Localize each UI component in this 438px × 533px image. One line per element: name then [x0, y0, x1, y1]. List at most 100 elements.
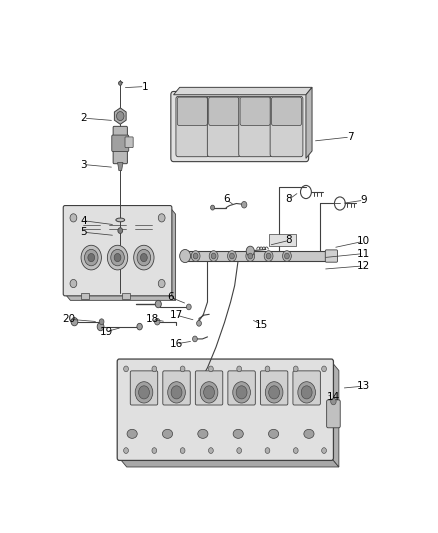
FancyBboxPatch shape — [293, 371, 320, 405]
Circle shape — [191, 251, 200, 261]
Circle shape — [124, 366, 128, 372]
Circle shape — [134, 245, 154, 270]
Text: 14: 14 — [326, 392, 340, 402]
FancyBboxPatch shape — [272, 97, 301, 125]
Text: 16: 16 — [170, 339, 183, 349]
Ellipse shape — [127, 429, 137, 438]
Circle shape — [119, 81, 122, 85]
Text: 17: 17 — [170, 310, 183, 320]
Ellipse shape — [304, 429, 314, 438]
FancyBboxPatch shape — [113, 126, 127, 164]
Circle shape — [293, 366, 298, 372]
FancyBboxPatch shape — [130, 371, 158, 405]
Polygon shape — [114, 108, 126, 124]
FancyBboxPatch shape — [63, 206, 172, 296]
Circle shape — [237, 366, 242, 372]
Polygon shape — [173, 87, 312, 95]
Polygon shape — [306, 87, 312, 158]
Circle shape — [233, 382, 251, 403]
Circle shape — [137, 249, 151, 266]
Circle shape — [301, 386, 312, 399]
FancyBboxPatch shape — [240, 97, 270, 125]
Text: 10: 10 — [357, 236, 370, 246]
Polygon shape — [65, 294, 176, 301]
Circle shape — [230, 253, 234, 259]
Circle shape — [237, 448, 242, 454]
Circle shape — [248, 253, 253, 259]
Circle shape — [211, 253, 216, 259]
FancyBboxPatch shape — [176, 96, 208, 157]
Ellipse shape — [162, 429, 173, 438]
Circle shape — [114, 254, 121, 262]
Text: 15: 15 — [255, 320, 268, 329]
Circle shape — [211, 205, 215, 210]
Text: 8: 8 — [286, 236, 292, 245]
FancyBboxPatch shape — [325, 250, 338, 262]
Circle shape — [180, 249, 191, 263]
Circle shape — [85, 249, 98, 266]
Circle shape — [321, 448, 326, 454]
Text: 6: 6 — [167, 292, 173, 302]
FancyBboxPatch shape — [261, 371, 288, 405]
Circle shape — [193, 336, 197, 342]
Circle shape — [124, 448, 128, 454]
Circle shape — [197, 320, 201, 326]
Circle shape — [264, 251, 273, 261]
Ellipse shape — [268, 429, 279, 438]
FancyBboxPatch shape — [171, 92, 309, 161]
Polygon shape — [332, 361, 339, 467]
Text: 2: 2 — [80, 113, 87, 123]
Circle shape — [107, 245, 128, 270]
FancyBboxPatch shape — [239, 96, 272, 157]
Circle shape — [88, 254, 95, 262]
Text: 5: 5 — [80, 227, 87, 237]
FancyBboxPatch shape — [163, 371, 190, 405]
Circle shape — [135, 382, 153, 403]
Circle shape — [200, 382, 218, 403]
Circle shape — [246, 251, 254, 261]
Text: 3: 3 — [80, 159, 87, 169]
Circle shape — [137, 324, 142, 330]
FancyBboxPatch shape — [327, 400, 340, 428]
Circle shape — [168, 382, 185, 403]
FancyBboxPatch shape — [208, 97, 239, 125]
Circle shape — [298, 382, 315, 403]
Circle shape — [99, 319, 104, 325]
Ellipse shape — [233, 429, 244, 438]
Bar — [268, 235, 296, 246]
Circle shape — [152, 366, 157, 372]
Circle shape — [268, 386, 279, 399]
Text: 4: 4 — [80, 216, 87, 226]
Polygon shape — [170, 207, 176, 301]
Circle shape — [155, 301, 161, 308]
FancyBboxPatch shape — [270, 96, 303, 157]
Circle shape — [71, 318, 78, 326]
Polygon shape — [119, 458, 339, 467]
Circle shape — [180, 448, 185, 454]
Circle shape — [241, 201, 247, 208]
Circle shape — [236, 386, 247, 399]
Bar — [81, 293, 89, 298]
Circle shape — [208, 448, 213, 454]
Text: 19: 19 — [100, 327, 113, 336]
FancyBboxPatch shape — [228, 371, 255, 405]
Circle shape — [193, 253, 198, 259]
Circle shape — [321, 366, 326, 372]
Text: 13: 13 — [357, 381, 370, 391]
Circle shape — [204, 386, 215, 399]
Circle shape — [138, 386, 149, 399]
Circle shape — [227, 251, 237, 261]
Circle shape — [155, 318, 160, 325]
Circle shape — [331, 398, 336, 405]
FancyBboxPatch shape — [112, 135, 129, 151]
Text: 20: 20 — [63, 314, 76, 324]
Circle shape — [283, 251, 291, 261]
Circle shape — [117, 111, 124, 120]
FancyBboxPatch shape — [207, 96, 240, 157]
Circle shape — [285, 253, 290, 259]
Text: 1: 1 — [141, 82, 148, 92]
Ellipse shape — [198, 429, 208, 438]
FancyBboxPatch shape — [177, 97, 207, 125]
Circle shape — [187, 304, 191, 310]
Circle shape — [111, 249, 124, 266]
